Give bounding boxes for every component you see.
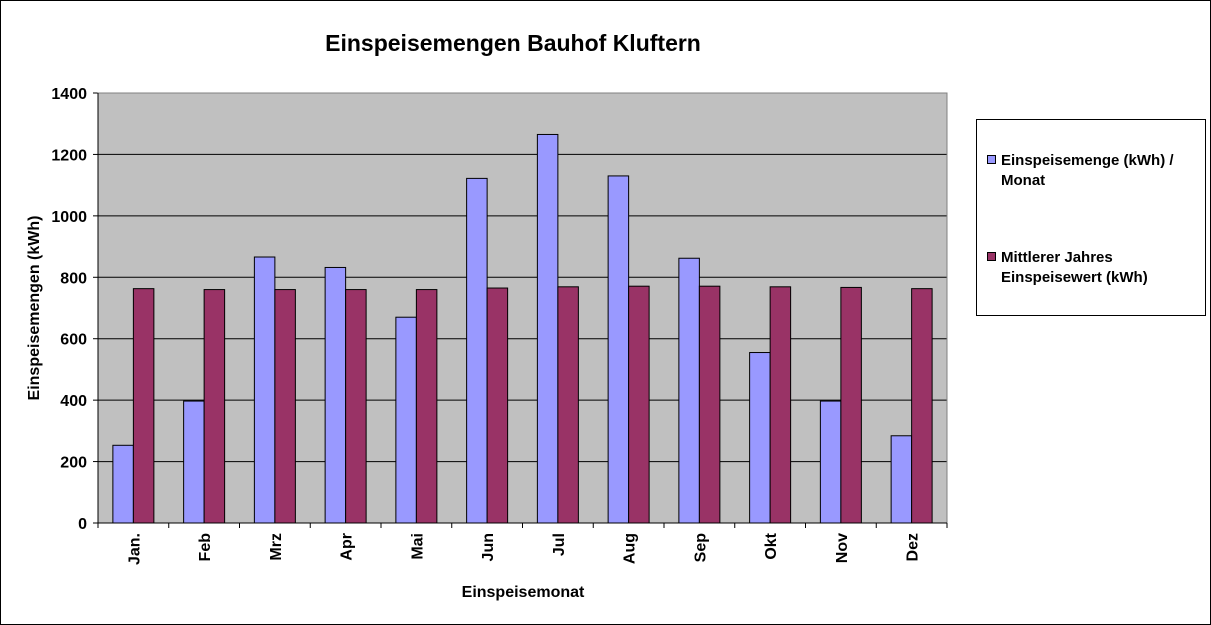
y-tick-label: 800 (60, 270, 87, 287)
y-tick-label: 600 (60, 332, 87, 349)
x-tick-label: Jul (551, 533, 568, 556)
y-tick-label: 1200 (51, 147, 87, 164)
x-tick-label: Jan. (126, 533, 143, 565)
x-tick-label: Nov (834, 533, 851, 563)
bar-average (698, 285, 721, 524)
plot-area: 0 200 400 600 800 1000 1200 1400 Jan. Feb Mrz Apr Ma… (51, 86, 948, 565)
legend-label-average-line2: Einspeisewert (kWh) (1001, 269, 1148, 286)
x-tick-label: Dez (905, 533, 922, 561)
bar-monthly (395, 316, 417, 524)
bar-average (911, 288, 933, 524)
plot-background (98, 93, 947, 523)
y-tick-label: 0 (78, 516, 87, 533)
bar-average (203, 289, 226, 524)
legend-swatch-monthly (987, 155, 996, 164)
bar-monthly (890, 435, 913, 524)
bar-average (415, 289, 438, 524)
bar-average (628, 285, 650, 524)
bar-monthly (536, 133, 559, 524)
x-tick-label: Okt (763, 532, 780, 559)
bar-monthly (466, 177, 488, 524)
x-axis-label: Einspeisemonat (462, 584, 585, 601)
legend-label-average-line1: Mittlerer Jahres (1001, 249, 1113, 266)
x-tick-label: Sep (692, 533, 709, 563)
bar-average (132, 288, 155, 524)
x-tick-label: Mrz (268, 533, 285, 561)
bar-monthly (253, 256, 276, 524)
chart-title: Einspeisemengen Bauhof Kluftern (325, 30, 701, 56)
legend: Einspeisemenge (kWh) / Monat Mittlerer J… (976, 119, 1206, 316)
x-tick-label: Feb (197, 533, 214, 562)
bar-average (840, 286, 862, 524)
bar-monthly (678, 257, 700, 524)
bar-monthly (749, 352, 771, 524)
y-axis-label: Einspeisemengen (kWh) (26, 216, 43, 401)
bar-monthly (183, 400, 205, 524)
bar-average (345, 289, 367, 524)
bar-average (274, 289, 296, 524)
legend-label-average: Mittlerer Jahres Einspeisewert (kWh) (1001, 248, 1148, 288)
bar-average (557, 286, 579, 524)
bar-monthly (324, 266, 347, 524)
legend-label-monthly-line2: Monat (1001, 172, 1046, 189)
x-tick-label: Aug (622, 533, 639, 564)
bar-monthly (607, 175, 630, 524)
x-tick-label: Apr (339, 533, 356, 561)
y-tick-label: 1400 (51, 86, 87, 103)
x-tick-label: Jun (480, 533, 497, 561)
bar-monthly (819, 400, 842, 524)
bar-average (769, 286, 792, 524)
bar-monthly (112, 444, 134, 524)
bar-average (486, 287, 509, 524)
y-tick-label: 200 (60, 455, 87, 472)
y-tick-label: 1000 (51, 209, 87, 226)
y-tick-label: 400 (60, 393, 87, 410)
legend-label-monthly: Einspeisemenge (kWh) / Monat (1001, 151, 1174, 191)
x-tick-label: Mai (409, 533, 426, 560)
legend-label-monthly-line1: Einspeisemenge (kWh) / (1001, 152, 1174, 169)
legend-swatch-average (987, 252, 996, 261)
